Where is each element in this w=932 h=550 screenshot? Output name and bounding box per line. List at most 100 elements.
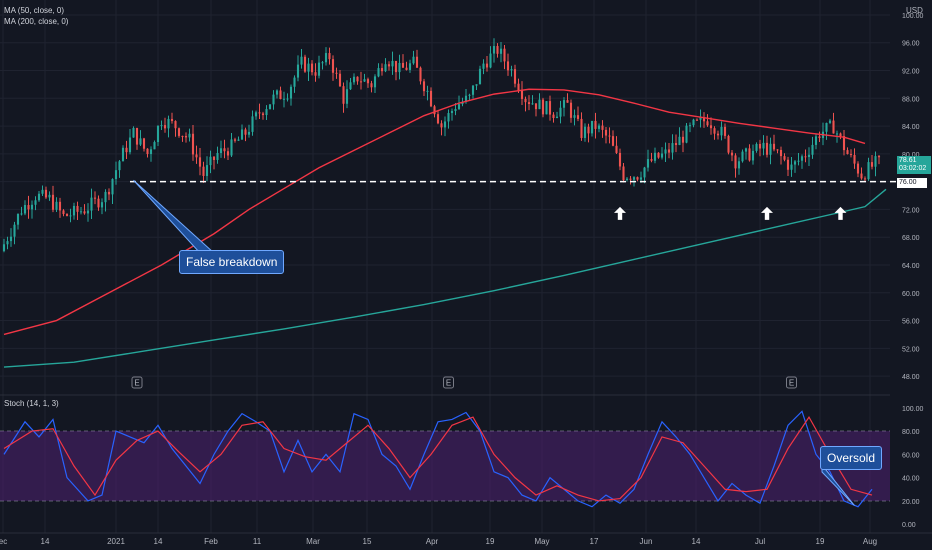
candle-body — [597, 125, 601, 129]
candle-body — [513, 69, 517, 84]
candle-body — [646, 159, 650, 168]
candle-body — [475, 84, 478, 86]
candle-body — [373, 76, 377, 88]
candle-body — [608, 135, 611, 137]
candle-body — [142, 138, 146, 149]
time-axis[interactable]: ec 14 2021 14 Feb 11 Mar 15 Apr 19 May 17 Jun 14 Jul 19… — [0, 537, 877, 546]
candle-body — [265, 109, 268, 116]
stoch-axis[interactable]: 100.00 80.00 60.00 40.00 20.00 0.00 — [902, 406, 924, 529]
candle-body — [765, 142, 769, 155]
candle-body — [156, 125, 160, 143]
price-tick-label: 48.00 — [902, 374, 920, 381]
candle-body — [772, 143, 776, 150]
candle-body — [825, 122, 828, 132]
candle-body — [471, 85, 475, 95]
candle-body — [426, 90, 429, 92]
candle-body — [863, 178, 867, 180]
candle-body — [363, 79, 366, 82]
candle-body — [562, 100, 566, 108]
oversold-callout[interactable]: Oversold — [820, 446, 883, 470]
candle-body — [650, 159, 653, 161]
candle-body — [492, 46, 496, 54]
candle-body — [601, 125, 604, 130]
candle-body — [814, 136, 818, 145]
candle-body — [692, 119, 695, 126]
candle-body — [226, 151, 230, 156]
candle-body — [622, 166, 625, 181]
earnings-marker-icon — [786, 376, 797, 389]
candle-body — [653, 152, 657, 161]
candle-body — [118, 161, 121, 171]
candle-body — [247, 131, 251, 135]
candle-body — [629, 178, 632, 180]
candle-body — [90, 197, 93, 211]
candle-body — [671, 143, 674, 153]
candle-body — [55, 201, 58, 210]
candle-body — [860, 173, 863, 179]
candle-body — [167, 118, 170, 129]
candle-body — [128, 137, 132, 153]
candle-body — [639, 177, 643, 180]
candle-body — [828, 120, 832, 123]
candle-body — [37, 193, 41, 201]
candle-body — [76, 205, 79, 212]
price-axis[interactable]: 100.0096.0092.0088.0084.0080.0076.0072.0… — [902, 13, 924, 381]
legend-ma50[interactable]: MA (50, close, 0) — [4, 6, 65, 15]
candle-body — [737, 161, 741, 169]
candle-body — [331, 59, 335, 73]
candle-body — [538, 99, 541, 110]
candle-body — [573, 115, 576, 118]
candle-body — [555, 116, 559, 119]
candle-body — [345, 89, 349, 104]
candle-body — [499, 48, 503, 54]
candle-body — [751, 150, 755, 161]
candle-body — [401, 62, 405, 68]
price-tick-label: 64.00 — [902, 263, 920, 270]
candle-body — [730, 152, 734, 156]
false-breakdown-callout[interactable]: False breakdown — [179, 250, 285, 274]
time-tick-label: Jul — [755, 537, 765, 546]
candle-body — [632, 177, 636, 180]
candle-body — [275, 90, 279, 95]
legend-ma200[interactable]: MA (200, close, 0) — [4, 17, 69, 26]
candle-body — [611, 136, 615, 146]
candle-body — [723, 126, 727, 136]
candle-body — [709, 125, 713, 129]
candle-body — [244, 129, 247, 135]
price-tick-label: 100.00 — [902, 13, 924, 20]
candle-body — [184, 136, 188, 138]
candle-body — [520, 90, 524, 99]
candle-body — [107, 191, 111, 195]
candle-body — [615, 145, 618, 153]
candle-body — [534, 103, 538, 110]
candle-body — [618, 152, 622, 167]
ma200-line — [3, 188, 887, 368]
up-arrow-icon — [614, 206, 626, 220]
legend-stoch[interactable]: Stoch (14, 1, 3) — [4, 399, 59, 408]
candle-body — [237, 139, 240, 141]
candle-body — [744, 148, 748, 152]
time-tick-label: 17 — [590, 537, 599, 546]
candle-body — [485, 63, 489, 68]
price-tick-label: 80.00 — [902, 152, 920, 159]
candle-body — [132, 127, 135, 138]
candle-body — [9, 236, 13, 242]
candle-body — [188, 133, 191, 138]
candle-body — [69, 215, 72, 217]
stoch-tick-label: 60.00 — [902, 452, 920, 459]
candle-body — [114, 170, 118, 180]
candle-body — [447, 113, 450, 122]
candle-body — [338, 73, 342, 87]
candle-body — [93, 197, 97, 199]
candle-body — [307, 63, 310, 72]
candle-body — [643, 167, 646, 178]
candle-body — [681, 136, 685, 143]
candle-body — [440, 123, 443, 128]
candle-body — [41, 189, 44, 194]
candle-body — [62, 210, 65, 215]
candle-body — [303, 56, 307, 72]
time-tick-label: Jun — [640, 537, 653, 546]
